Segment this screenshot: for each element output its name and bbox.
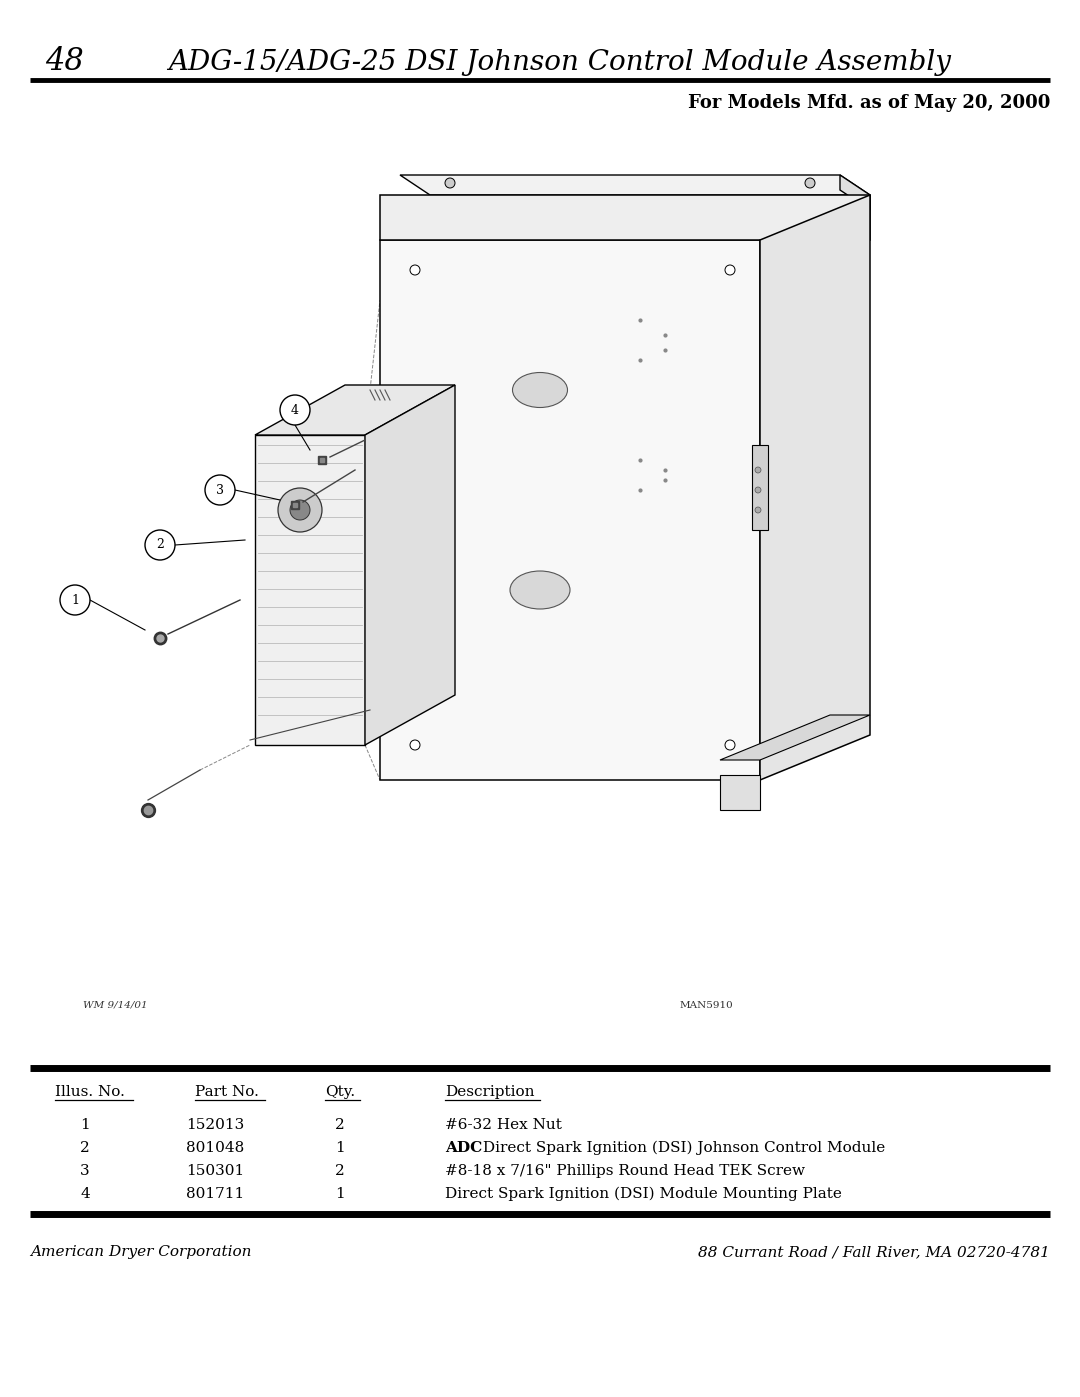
- Text: 801048: 801048: [186, 1141, 244, 1155]
- Circle shape: [725, 265, 735, 275]
- Text: 1: 1: [71, 594, 79, 606]
- Polygon shape: [400, 175, 870, 196]
- Text: 2: 2: [80, 1141, 90, 1155]
- Text: Direct Spark Ignition (DSI) Module Mounting Plate: Direct Spark Ignition (DSI) Module Mount…: [445, 1187, 842, 1201]
- Text: WM 9/14/01: WM 9/14/01: [83, 1000, 148, 1010]
- Text: #8-18 x 7/16" Phillips Round Head TEK Screw: #8-18 x 7/16" Phillips Round Head TEK Sc…: [445, 1164, 805, 1178]
- Ellipse shape: [513, 373, 567, 408]
- Text: 150301: 150301: [186, 1164, 244, 1178]
- Text: For Models Mfd. as of May 20, 2000: For Models Mfd. as of May 20, 2000: [688, 94, 1050, 112]
- Text: 88 Currant Road / Fall River, MA 02720-4781: 88 Currant Road / Fall River, MA 02720-4…: [698, 1245, 1050, 1259]
- Circle shape: [805, 177, 815, 189]
- Circle shape: [205, 475, 235, 504]
- Circle shape: [278, 488, 322, 532]
- Text: 3: 3: [216, 483, 224, 496]
- Text: 4: 4: [80, 1187, 90, 1201]
- Text: 4: 4: [291, 404, 299, 416]
- Text: 1: 1: [335, 1141, 345, 1155]
- Polygon shape: [752, 446, 768, 529]
- Circle shape: [60, 585, 90, 615]
- Circle shape: [280, 395, 310, 425]
- Text: 2: 2: [335, 1164, 345, 1178]
- Circle shape: [145, 529, 175, 560]
- Text: 3: 3: [80, 1164, 90, 1178]
- Polygon shape: [755, 450, 765, 520]
- Text: ADG-15/ADG-25 DSI Johnson Control Module Assembly: ADG-15/ADG-25 DSI Johnson Control Module…: [168, 49, 951, 75]
- Circle shape: [755, 467, 761, 474]
- Polygon shape: [255, 434, 365, 745]
- Polygon shape: [760, 196, 870, 780]
- Polygon shape: [380, 240, 760, 780]
- Text: 2: 2: [335, 1118, 345, 1132]
- Text: Qty.: Qty.: [325, 1085, 355, 1099]
- Text: MAN5910: MAN5910: [680, 1000, 733, 1010]
- Polygon shape: [380, 196, 870, 240]
- Text: Illus. No.: Illus. No.: [55, 1085, 125, 1099]
- Polygon shape: [720, 715, 870, 760]
- Polygon shape: [365, 386, 455, 745]
- Text: 152013: 152013: [186, 1118, 244, 1132]
- Circle shape: [725, 740, 735, 750]
- Text: #6-32 Hex Nut: #6-32 Hex Nut: [445, 1118, 562, 1132]
- Polygon shape: [840, 175, 870, 210]
- Polygon shape: [720, 775, 760, 810]
- Circle shape: [445, 177, 455, 189]
- Text: Direct Spark Ignition (DSI) Johnson Control Module: Direct Spark Ignition (DSI) Johnson Cont…: [478, 1141, 886, 1155]
- Text: ADC: ADC: [445, 1141, 483, 1155]
- Text: Part No.: Part No.: [195, 1085, 259, 1099]
- Polygon shape: [255, 386, 455, 434]
- Text: 2: 2: [157, 538, 164, 552]
- Circle shape: [291, 500, 310, 520]
- Text: 1: 1: [80, 1118, 90, 1132]
- Circle shape: [410, 740, 420, 750]
- Circle shape: [410, 265, 420, 275]
- Text: 801711: 801711: [186, 1187, 244, 1201]
- Text: American Dryer Corporation: American Dryer Corporation: [30, 1245, 252, 1259]
- Text: 1: 1: [335, 1187, 345, 1201]
- Circle shape: [755, 507, 761, 513]
- Circle shape: [755, 488, 761, 493]
- Text: Description: Description: [445, 1085, 535, 1099]
- Text: 48: 48: [45, 46, 84, 77]
- Ellipse shape: [510, 571, 570, 609]
